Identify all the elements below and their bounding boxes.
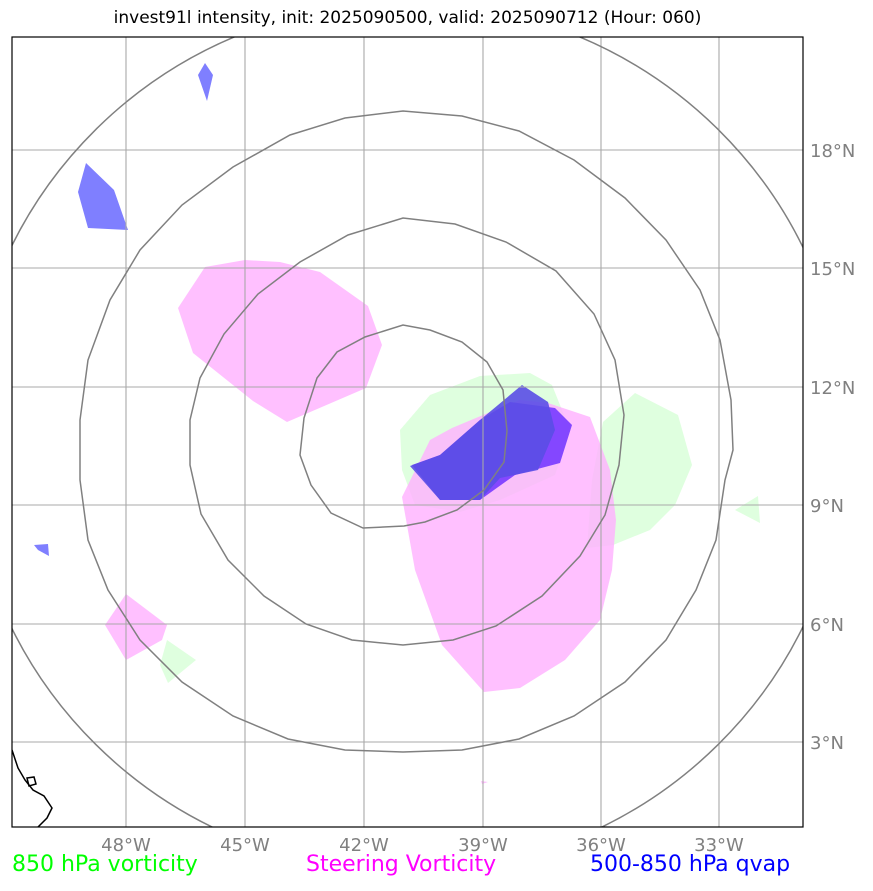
legend-qvap: 500-850 hPa qvap: [590, 852, 791, 877]
qvap-area: [198, 63, 213, 101]
graticule: [12, 37, 803, 827]
lon-label-36w: 36°W: [576, 835, 626, 856]
vorticity-850-area: [160, 640, 196, 683]
vorticity-850-area: [735, 496, 760, 523]
lat-label-15n: 15°N: [810, 259, 855, 280]
lat-label-18n: 18°N: [810, 141, 855, 162]
coastline-south-america: [12, 749, 53, 827]
lon-label-42w: 42°W: [339, 835, 389, 856]
coastline-island: [26, 776, 37, 787]
map-frame: [11, 36, 804, 828]
lat-label-3n: 3°N: [810, 733, 844, 754]
steering-vorticity-area: [178, 260, 382, 422]
steering-vorticity-area: [105, 594, 167, 660]
chart-title: invest91l intensity, init: 2025090500, v…: [113, 8, 702, 28]
range-ring-1: [299, 324, 508, 529]
range-rings: [12, 37, 803, 827]
lon-label-45w: 45°W: [220, 835, 270, 856]
legend-steering-vorticity: Steering Vorticity: [306, 852, 497, 877]
legend-850-vorticity: 850 hPa vorticity: [12, 852, 198, 877]
qvap-area: [78, 163, 128, 230]
lat-label-6n: 6°N: [810, 615, 844, 636]
range-ring-2: [189, 217, 625, 646]
lat-label-9n: 9°N: [810, 496, 844, 517]
lon-label-33w: 33°W: [694, 835, 744, 856]
lat-label-12n: 12°N: [810, 378, 855, 399]
lon-label-39w: 39°W: [458, 835, 508, 856]
coastline: [12, 749, 53, 827]
qvap-area: [34, 544, 49, 556]
steering-vorticity-area: [481, 781, 488, 784]
range-ring-3: [79, 110, 734, 753]
lon-label-48w: 48°W: [101, 835, 151, 856]
